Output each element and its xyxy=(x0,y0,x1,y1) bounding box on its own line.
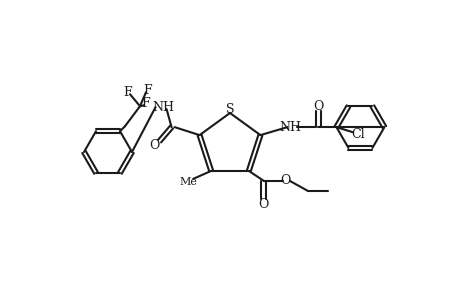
Text: O: O xyxy=(258,198,269,212)
Text: F: F xyxy=(141,97,150,110)
Text: F: F xyxy=(143,84,152,97)
Text: S: S xyxy=(225,103,234,116)
Text: NH: NH xyxy=(152,100,174,114)
Text: NH: NH xyxy=(279,121,301,134)
Text: O: O xyxy=(280,174,291,188)
Text: O: O xyxy=(313,100,323,112)
Text: O: O xyxy=(149,139,159,152)
Text: F: F xyxy=(123,86,132,99)
Text: Me: Me xyxy=(179,177,197,187)
Text: Cl: Cl xyxy=(351,128,364,141)
